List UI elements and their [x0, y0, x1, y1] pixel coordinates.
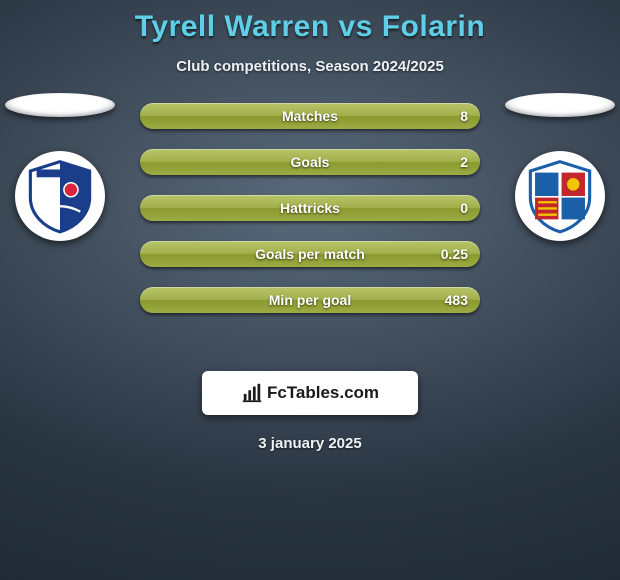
stat-label: Goals per match — [255, 246, 365, 262]
stat-value-right: 8 — [460, 108, 468, 124]
bar-chart-icon — [241, 382, 263, 404]
stat-row: Min per goal 483 — [140, 287, 480, 313]
shield-icon — [521, 157, 599, 235]
stat-value-right: 2 — [460, 154, 468, 170]
stat-list: Matches 8 Goals 2 Hattricks 0 Goals per … — [140, 103, 480, 313]
stat-label: Matches — [282, 108, 338, 124]
stat-label: Min per goal — [269, 292, 351, 308]
stat-label: Goals — [291, 154, 330, 170]
player-left — [0, 93, 120, 241]
comparison-area: Matches 8 Goals 2 Hattricks 0 Goals per … — [0, 103, 620, 343]
page-title: Tyrell Warren vs Folarin — [0, 10, 620, 44]
brand-link[interactable]: FcTables.com — [202, 371, 418, 415]
player-right — [500, 93, 620, 241]
avatar-placeholder-left — [5, 93, 115, 117]
brand-label: FcTables.com — [267, 383, 379, 403]
club-badge-left — [15, 151, 105, 241]
stat-row: Goals 2 — [140, 149, 480, 175]
subtitle: Club competitions, Season 2024/2025 — [0, 58, 620, 75]
date-label: 3 january 2025 — [0, 435, 620, 452]
stat-value-right: 0 — [460, 200, 468, 216]
card: Tyrell Warren vs Folarin Club competitio… — [0, 0, 620, 580]
avatar-placeholder-right — [505, 93, 615, 117]
shield-icon — [21, 157, 99, 235]
club-badge-right — [515, 151, 605, 241]
stat-row: Hattricks 0 — [140, 195, 480, 221]
stat-row: Goals per match 0.25 — [140, 241, 480, 267]
stat-value-right: 483 — [445, 292, 468, 308]
stat-row: Matches 8 — [140, 103, 480, 129]
stat-value-right: 0.25 — [441, 246, 468, 262]
stat-label: Hattricks — [280, 200, 340, 216]
